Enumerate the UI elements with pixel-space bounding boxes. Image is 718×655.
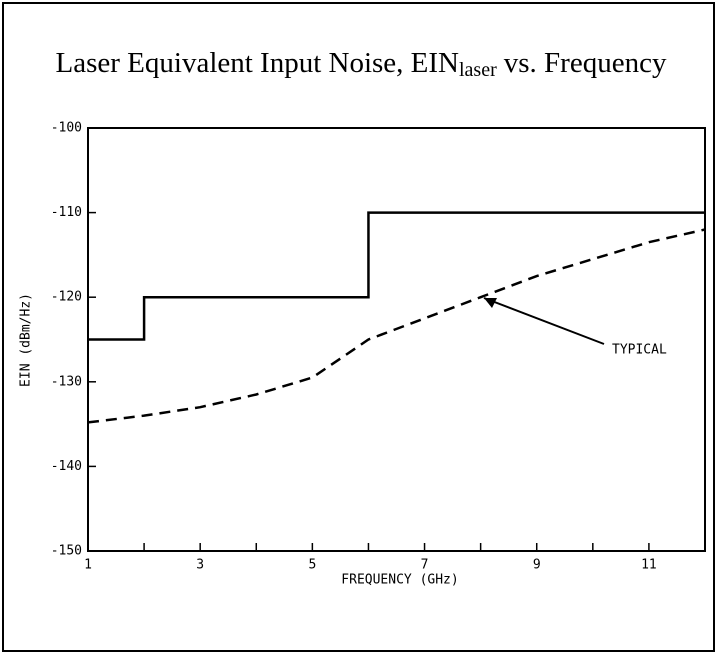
y-tick-label: -140 xyxy=(51,459,82,474)
y-tick-label: -150 xyxy=(51,544,82,559)
title-subscript: laser xyxy=(459,59,497,81)
y-tick-label: -110 xyxy=(51,205,82,220)
y-tick-label: -120 xyxy=(51,290,82,305)
x-tick-label: 1 xyxy=(84,558,92,573)
x-tick-label: 7 xyxy=(421,558,429,573)
y-tick-label: -130 xyxy=(51,374,82,389)
x-tick-label: 3 xyxy=(196,558,204,573)
series-line xyxy=(88,211,705,341)
arrow-head xyxy=(484,298,497,308)
annotation: TYPICAL xyxy=(612,343,667,358)
title-main: Laser Equivalent Input Noise, EIN xyxy=(56,47,460,79)
chart-title: Laser Equivalent Input Noise, EINlaser vs… xyxy=(56,47,667,81)
y-tick-label: -100 xyxy=(51,121,82,136)
x-tick-label: 5 xyxy=(308,558,316,573)
series-line xyxy=(87,228,706,424)
x-tick-label: 11 xyxy=(641,558,657,573)
x-axis-label: FREQUENCY (GHz) xyxy=(341,573,458,588)
annotation-arrow xyxy=(483,297,605,345)
y-axis-label: EIN (dBm/Hz) xyxy=(19,293,34,387)
x-tick-label: 9 xyxy=(533,558,541,573)
title-suffix: vs. Frequency xyxy=(504,47,667,79)
